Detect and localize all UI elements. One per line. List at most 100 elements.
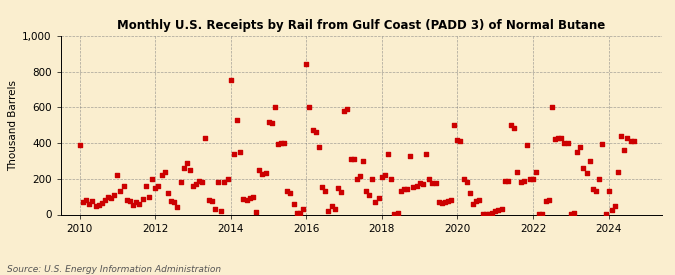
Point [481,211,491,216]
Point [537,211,548,216]
Point [219,180,230,185]
Point [122,198,132,202]
Point [332,185,343,190]
Point [405,154,416,159]
Point [414,181,425,185]
Point [175,180,186,185]
Point [301,62,312,67]
Point [396,189,406,194]
Point [285,191,296,195]
Point [256,172,267,177]
Point [348,157,359,161]
Point [109,192,119,197]
Point [294,211,305,215]
Point [329,207,340,211]
Point [190,182,201,186]
Point [279,141,290,145]
Point [310,130,321,134]
Point [228,152,239,156]
Point [591,189,601,194]
Point [417,182,428,186]
Point [493,208,504,212]
Point [115,189,126,194]
Point [298,207,308,211]
Point [273,142,284,146]
Point [367,177,378,181]
Point [339,109,350,113]
Point [200,136,211,140]
Point [213,180,223,185]
Point [512,170,522,175]
Point [606,208,617,212]
Point [143,194,154,199]
Point [244,196,255,201]
Point [178,166,189,170]
Point [288,202,299,206]
Point [188,184,198,188]
Point [320,189,331,194]
Point [547,105,558,109]
Y-axis label: Thousand Barrels: Thousand Barrels [8,80,18,170]
Point [165,199,176,203]
Point [468,202,479,206]
Point [509,126,520,130]
Point [282,189,293,194]
Point [600,211,611,216]
Point [585,159,595,163]
Point [534,211,545,216]
Point [241,198,252,202]
Point [506,123,516,127]
Point [360,189,371,194]
Point [462,180,472,185]
Point [209,207,220,211]
Point [483,211,494,216]
Point [421,152,431,156]
Title: Monthly U.S. Receipts by Rail from Gulf Coast (PADD 3) of Normal Butane: Monthly U.S. Receipts by Rail from Gulf … [117,19,605,32]
Point [430,181,441,185]
Text: Source: U.S. Energy Information Administration: Source: U.S. Energy Information Administ… [7,265,221,274]
Point [260,171,271,176]
Point [549,136,560,141]
Point [556,136,567,140]
Point [304,105,315,109]
Point [342,107,352,111]
Point [575,144,586,149]
Point [124,199,135,203]
Point [559,141,570,145]
Point [105,196,116,201]
Point [194,178,205,183]
Point [610,204,620,208]
Point [150,185,161,190]
Point [594,177,605,181]
Point [86,199,97,203]
Point [597,142,608,146]
Point [292,211,302,215]
Point [566,211,576,216]
Point [238,197,248,202]
Point [622,136,633,140]
Point [452,138,463,142]
Point [487,211,497,215]
Point [317,185,327,189]
Point [490,209,501,213]
Point [389,211,400,216]
Point [118,184,129,188]
Point [112,173,123,177]
Point [134,202,144,206]
Point [436,201,447,205]
Point [250,210,261,214]
Point [373,196,384,201]
Point [562,141,573,145]
Point [439,200,450,204]
Point [81,198,92,202]
Point [335,190,346,194]
Point [613,169,624,174]
Point [232,118,242,122]
Point [408,185,418,189]
Point [386,177,397,181]
Point [358,159,369,163]
Point [518,178,529,183]
Point [449,123,460,127]
Point [616,134,626,138]
Point [464,191,475,195]
